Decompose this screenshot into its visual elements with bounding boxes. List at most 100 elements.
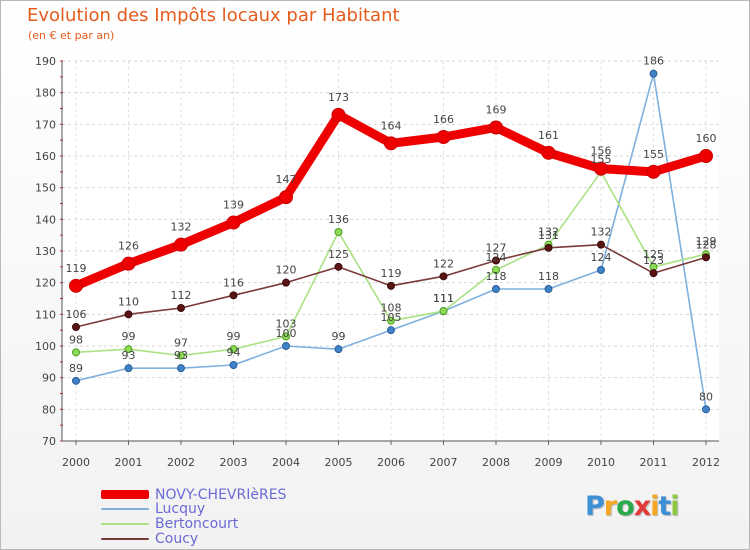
data-label-coucy: 123 [643, 254, 664, 267]
data-point-novy-chevri-res [541, 145, 556, 160]
data-label-coucy: 106 [66, 308, 87, 321]
data-point-lucquy [124, 364, 133, 373]
data-label-novy-chevri-res: 155 [643, 148, 664, 161]
data-label-bertoncourt: 103 [276, 318, 297, 331]
data-point-bertoncourt [177, 351, 185, 360]
data-label-novy-chevri-res: 164 [381, 119, 402, 132]
data-point-coucy [124, 310, 133, 319]
data-label-coucy: 132 [591, 226, 612, 239]
data-label-novy-chevri-res: 173 [328, 91, 349, 104]
y-tick-label: 70 [42, 435, 56, 448]
data-point-lucquy [492, 285, 500, 293]
y-tick-label: 140 [35, 213, 56, 226]
logo-letter: i [670, 491, 679, 522]
logo-letter: o [616, 491, 635, 522]
data-point-lucquy [649, 69, 658, 78]
y-tick-label: 150 [35, 182, 56, 195]
legend-swatch [101, 507, 149, 510]
data-label-coucy: 131 [538, 229, 559, 242]
data-label-coucy: 128 [696, 238, 717, 251]
data-point-novy-chevri-res [331, 107, 346, 122]
legend-item-coucy: Coucy [101, 530, 199, 547]
data-point-bertoncourt [282, 332, 290, 341]
data-label-lucquy: 124 [591, 251, 612, 264]
data-label-lucquy: 89 [69, 362, 83, 375]
x-tick-label: 2006 [377, 456, 405, 469]
data-label-coucy: 122 [433, 257, 454, 270]
data-label-novy-chevri-res: 169 [486, 104, 507, 117]
y-tick-label: 120 [35, 277, 56, 290]
data-point-novy-chevri-res [489, 120, 503, 135]
data-label-lucquy: 105 [381, 311, 402, 324]
data-label-bertoncourt: 99 [227, 330, 241, 343]
data-point-novy-chevri-res [384, 136, 398, 151]
data-point-coucy [439, 272, 448, 281]
data-label-bertoncourt: 132 [538, 226, 559, 239]
x-tick-label: 2012 [692, 456, 720, 469]
data-point-coucy [282, 278, 290, 287]
y-tick-label: 160 [35, 150, 56, 163]
data-point-lucquy [177, 364, 185, 373]
logo-letter: t [658, 491, 671, 522]
logo-letter: i [650, 491, 659, 522]
data-label-novy-chevri-res: 139 [223, 199, 244, 212]
data-label-lucquy: 80 [699, 390, 713, 403]
legend-label: Bertoncourt [155, 515, 239, 532]
data-label-bertoncourt: 111 [433, 292, 454, 305]
logo-letter: P [585, 491, 605, 522]
data-label-lucquy: 93 [122, 349, 136, 362]
data-point-novy-chevri-res [279, 190, 293, 205]
x-tick-label: 2005 [325, 456, 353, 469]
data-point-lucquy [282, 342, 290, 350]
data-point-coucy [702, 253, 710, 262]
data-label-coucy: 110 [118, 295, 139, 308]
data-label-lucquy: 93 [174, 349, 188, 362]
data-label-lucquy: 118 [538, 270, 559, 283]
data-point-novy-chevri-res [121, 256, 136, 271]
data-point-lucquy [334, 345, 343, 354]
data-point-bertoncourt [229, 345, 238, 354]
legend-item-lucquy: Lucquy [101, 500, 206, 517]
x-tick-label: 2009 [535, 456, 563, 469]
data-point-bertoncourt [124, 345, 133, 354]
data-point-bertoncourt [387, 316, 395, 325]
data-point-lucquy [229, 361, 238, 369]
legend-label: Coucy [155, 530, 199, 547]
data-point-lucquy [72, 376, 80, 385]
y-tick-label: 90 [42, 372, 56, 385]
chart-subtitle: (en € et par an) [28, 29, 115, 42]
data-label-novy-chevri-res: 160 [696, 132, 717, 145]
data-label-bertoncourt: 136 [328, 213, 349, 226]
data-point-novy-chevri-res [699, 149, 713, 163]
y-tick-label: 190 [35, 55, 56, 68]
data-label-lucquy: 118 [486, 270, 507, 283]
data-point-bertoncourt [439, 307, 448, 316]
data-label-novy-chevri-res: 119 [66, 262, 87, 275]
data-label-bertoncourt: 124 [486, 251, 507, 264]
x-tick-label: 2003 [220, 456, 248, 469]
data-point-coucy [544, 243, 553, 252]
legend-item-bertoncourt: Bertoncourt [101, 515, 239, 532]
data-point-novy-chevri-res [594, 161, 608, 176]
data-label-coucy: 116 [223, 276, 244, 289]
data-point-lucquy [544, 285, 553, 293]
data-point-coucy [649, 269, 658, 278]
proxiti-logo: Proxiti [585, 491, 680, 522]
data-point-novy-chevri-res [646, 164, 661, 179]
data-point-coucy [597, 240, 605, 249]
legend-label: Lucquy [155, 500, 206, 517]
data-point-lucquy [387, 326, 395, 335]
data-label-coucy: 119 [381, 267, 402, 280]
data-label-novy-chevri-res: 161 [538, 129, 559, 142]
legend-item-novy-chevri-res: NOVY-CHEVRIèRES [101, 487, 286, 503]
data-point-lucquy [702, 405, 710, 414]
y-tick-label: 170 [35, 118, 56, 131]
x-tick-label: 2007 [430, 456, 458, 469]
data-label-lucquy: 99 [332, 330, 346, 343]
chart-title: Evolution des Impôts locaux par Habitant [27, 5, 400, 26]
data-point-novy-chevri-res [226, 215, 241, 230]
data-point-novy-chevri-res [436, 130, 451, 144]
y-tick-label: 100 [35, 340, 56, 353]
data-label-bertoncourt: 155 [591, 153, 612, 166]
